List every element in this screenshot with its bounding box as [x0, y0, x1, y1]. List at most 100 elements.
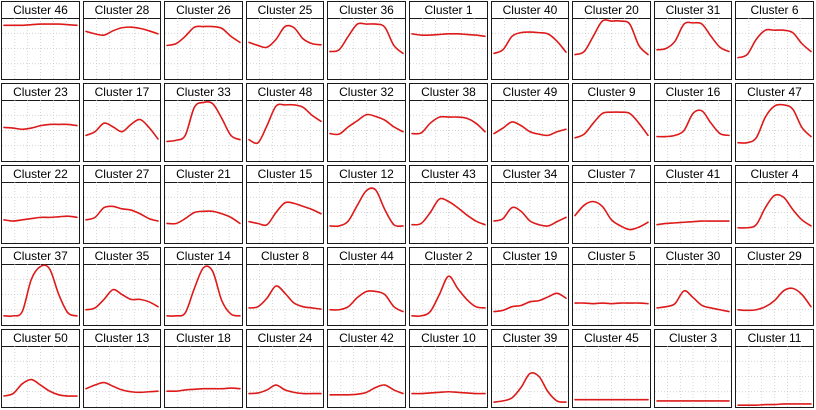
- series-line: [411, 32, 486, 38]
- cluster-panel: Cluster 33: [164, 83, 243, 162]
- panel-title: Cluster 45: [573, 330, 650, 347]
- panel-plot-area: [655, 182, 731, 243]
- panel-title: Cluster 10: [410, 330, 487, 347]
- panel-plot-area: [655, 18, 731, 79]
- cluster-panel: Cluster 23: [1, 83, 80, 162]
- series-line: [248, 384, 322, 395]
- panel-title: Cluster 29: [736, 248, 813, 265]
- series-line: [574, 302, 649, 305]
- panel-plot: [492, 18, 568, 79]
- panel-plot: [736, 346, 813, 407]
- panel-title: Cluster 48: [247, 84, 323, 101]
- panel-plot: [84, 264, 160, 325]
- panel-plot: [410, 264, 487, 325]
- cluster-panel: Cluster 21: [164, 165, 243, 244]
- panel-plot-area: [492, 100, 568, 161]
- panel-title: Cluster 25: [247, 2, 323, 19]
- panel-title: Cluster 15: [247, 166, 323, 183]
- panel-plot: [410, 182, 487, 243]
- series-line: [737, 103, 812, 144]
- panel-plot: [165, 346, 242, 407]
- panel-plot-area: [84, 182, 160, 243]
- cluster-panel: Cluster 6: [735, 1, 814, 80]
- cluster-panel: Cluster 15: [246, 165, 324, 244]
- panel-plot: [410, 100, 487, 161]
- series-line: [3, 378, 78, 397]
- panel-plot: [328, 346, 405, 407]
- panel-title: Cluster 26: [165, 2, 242, 19]
- cluster-panel: Cluster 29: [735, 247, 814, 326]
- series-line: [656, 21, 730, 53]
- panel-title: Cluster 38: [410, 84, 487, 101]
- series-line: [656, 109, 730, 138]
- panel-plot-area: [328, 18, 405, 79]
- series-line: [493, 206, 567, 227]
- panel-plot-area: [328, 264, 405, 325]
- cluster-panel: Cluster 43: [409, 165, 488, 244]
- panel-plot-area: [247, 18, 323, 79]
- series-line: [329, 113, 404, 136]
- panel-plot: [2, 182, 79, 243]
- panel-plot-area: [165, 346, 242, 407]
- panel-plot: [328, 264, 405, 325]
- panel-plot: [2, 264, 79, 325]
- cluster-panel: Cluster 7: [572, 165, 651, 244]
- series-line: [411, 197, 486, 226]
- panel-title: Cluster 41: [655, 166, 731, 183]
- panel-title: Cluster 18: [165, 330, 242, 347]
- panel-plot: [573, 346, 650, 407]
- series-line: [166, 210, 241, 225]
- panel-plot-area: [410, 182, 487, 243]
- series-line: [574, 19, 649, 56]
- series-line: [248, 24, 322, 49]
- panel-title: Cluster 40: [492, 2, 568, 19]
- series-line: [3, 23, 78, 27]
- panel-plot: [573, 100, 650, 161]
- cluster-panel: Cluster 4: [735, 165, 814, 244]
- panel-plot: [247, 18, 323, 79]
- panel-plot: [165, 18, 242, 79]
- cluster-panel: Cluster 32: [327, 83, 406, 162]
- panel-title: Cluster 20: [573, 2, 650, 19]
- panel-plot-area: [736, 18, 813, 79]
- panel-plot: [573, 182, 650, 243]
- panel-plot-area: [573, 100, 650, 161]
- panel-plot: [165, 264, 242, 325]
- series-line: [329, 384, 404, 396]
- cluster-panel: Cluster 3: [654, 329, 732, 408]
- series-line: [166, 25, 241, 47]
- panel-plot-area: [165, 182, 242, 243]
- series-line: [329, 22, 404, 55]
- panel-title: Cluster 47: [736, 84, 813, 101]
- panel-title: Cluster 19: [492, 248, 568, 265]
- panel-plot: [492, 100, 568, 161]
- panel-title: Cluster 42: [328, 330, 405, 347]
- series-line: [493, 292, 567, 313]
- panel-plot: [492, 264, 568, 325]
- panel-title: Cluster 11: [736, 330, 813, 347]
- series-line: [493, 371, 567, 403]
- panel-plot-area: [2, 100, 79, 161]
- series-line: [737, 28, 812, 59]
- panel-title: Cluster 35: [84, 248, 160, 265]
- series-line: [737, 287, 812, 312]
- panel-title: Cluster 46: [2, 2, 79, 19]
- panel-plot-area: [247, 264, 323, 325]
- panel-plot-area: [410, 264, 487, 325]
- series-line: [737, 193, 812, 229]
- panel-title: Cluster 23: [2, 84, 79, 101]
- panel-plot-area: [2, 18, 79, 79]
- series-line: [248, 201, 322, 227]
- cluster-panel: Cluster 20: [572, 1, 651, 80]
- cluster-panel: Cluster 45: [572, 329, 651, 408]
- panel-title: Cluster 17: [84, 84, 160, 101]
- panel-title: Cluster 28: [84, 2, 160, 19]
- series-line: [3, 264, 78, 317]
- series-line: [3, 123, 78, 131]
- panel-title: Cluster 14: [165, 248, 242, 265]
- panel-title: Cluster 30: [655, 248, 731, 265]
- panel-title: Cluster 31: [655, 2, 731, 19]
- cluster-panel: Cluster 30: [654, 247, 732, 326]
- cluster-panel: Cluster 35: [83, 247, 161, 326]
